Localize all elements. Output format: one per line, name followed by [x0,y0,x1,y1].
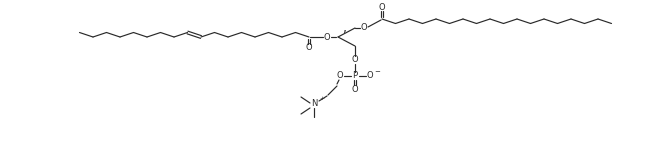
Text: O: O [305,43,313,53]
Text: O: O [324,32,330,42]
Text: O: O [361,24,368,32]
Text: N: N [311,100,317,109]
Text: O: O [352,85,358,93]
Text: +: + [319,96,324,101]
Text: P: P [353,72,358,80]
Text: O: O [337,72,343,80]
Text: ,: , [343,22,347,35]
Text: −: − [374,69,380,75]
Text: O: O [367,72,373,80]
Text: O: O [379,3,385,13]
Text: O: O [352,56,358,64]
